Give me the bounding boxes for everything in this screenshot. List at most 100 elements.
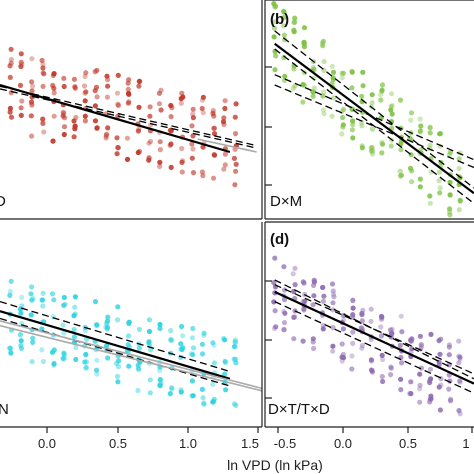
x-tick-label: 1.0 [179,436,197,451]
scatter-point [281,320,288,326]
scatter-point [39,57,45,64]
scatter-point [51,90,57,96]
scatter-point [8,90,14,96]
scatter-point [190,115,196,121]
scatter-point [418,346,424,352]
scatter-point [359,318,365,324]
fit-line [274,74,474,161]
scatter-point [457,197,463,203]
scatter-point [311,89,317,95]
scatter-point [359,123,365,129]
scatter-point [105,83,111,89]
scatter-point [388,119,395,125]
scatter-point [446,352,452,358]
scatter-point [350,118,356,124]
scatter-point [83,70,89,76]
scatter-point [7,105,13,111]
scatter-point [114,151,120,157]
scatter-point [290,271,296,277]
scatter-point [114,360,120,366]
scatter-point [436,384,442,390]
scatter-point [73,114,79,121]
scatter-point [124,156,131,162]
scatter-point [321,111,327,117]
scatter-point [135,149,141,156]
scatter-point [349,353,355,359]
fit-line [0,300,231,373]
scatter-point [291,336,297,342]
scatter-point [301,40,307,46]
scatter-point [105,314,111,320]
scatter-point [201,330,207,336]
scatter-point [378,324,384,330]
scatter-point [51,297,57,303]
scatter-point [17,306,24,312]
scatter-point [168,164,174,170]
scatter-point [210,110,216,116]
scatter-point [291,314,297,320]
scatter-point [417,129,423,135]
axis-frames [0,0,474,428]
scatter-point [438,130,444,137]
scatter-point [82,359,88,365]
scatter-point [28,291,34,297]
x-tick-label: 1.5 [241,436,259,451]
scatter-point [135,128,141,134]
x-ticks-right [277,427,473,433]
scatter-point [379,352,385,358]
scatter-point [146,155,152,161]
scatter-point [359,345,365,351]
fit-line [274,301,474,394]
scatter-point [40,120,46,126]
scatter-point [179,169,185,175]
scatter-point [190,393,196,399]
scatter-point [417,382,423,388]
scatter-point [28,113,34,119]
scatter-point [39,297,46,303]
scatter-point [71,134,77,140]
scatter-point [115,101,121,107]
scatter-point [329,63,335,69]
scatter-point [282,287,288,293]
scatter-point [29,88,35,94]
scatter-point [178,389,184,395]
scatter-point [157,321,163,328]
scatter-point [290,85,296,91]
scatter-point [72,304,78,310]
scatter-point [135,387,141,394]
scatter-point [281,326,287,333]
scatter-point [156,90,163,96]
scatter-point [157,382,163,388]
scatter-point [311,85,317,91]
scatter-point [210,381,216,387]
panel-d [271,255,474,417]
scatter-point [311,75,317,81]
scatter-point [148,347,154,353]
scatter-point [19,61,25,67]
scatter-point [125,86,131,92]
scatter-point [231,155,237,161]
scatter-point [19,98,25,104]
scatter-point [281,55,287,61]
scatter-point [389,111,395,117]
scatter-point [427,130,433,136]
scatter-point [83,351,89,358]
scatter-point [350,312,356,318]
scatter-point [60,355,66,362]
scatter-point [7,288,13,294]
panel-d-yticks [265,280,272,399]
x-tick-label: -0.5 [274,436,296,451]
scatter-point [350,305,356,311]
scatter-point [61,294,67,301]
scatter-point [124,135,130,141]
scatter-point [300,99,306,105]
scatter-point [146,317,152,323]
scatter-point [370,148,376,154]
scatter-point [61,302,67,308]
scatter-point [359,93,365,99]
scatter-point [428,376,434,382]
scatter-point [190,325,196,332]
scatter-point [18,51,24,57]
scatter-point [398,376,404,382]
scatter-point [157,163,163,169]
